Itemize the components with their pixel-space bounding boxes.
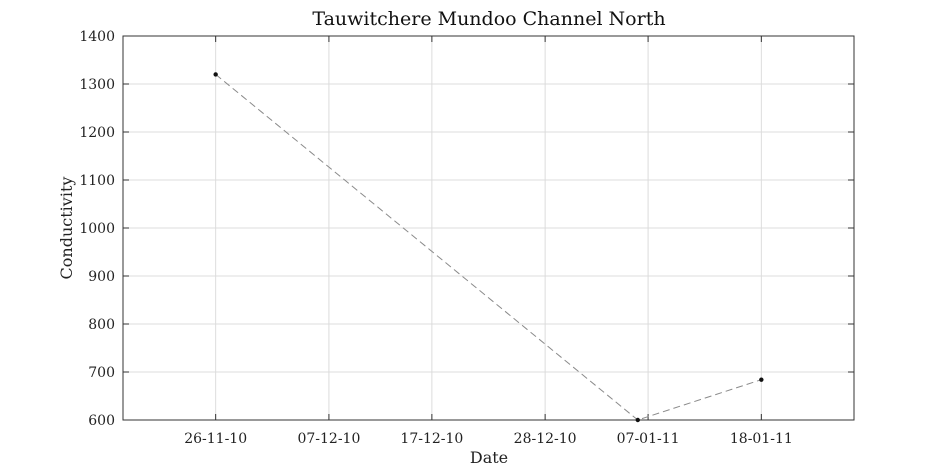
y-tick-label: 1100 [79, 173, 115, 189]
y-tick-label: 1000 [79, 221, 115, 237]
y-tick-label: 1300 [79, 77, 115, 93]
y-tick-label: 800 [88, 317, 115, 333]
x-tick-label: 07-12-10 [297, 431, 360, 447]
x-tick-label: 07-01-11 [617, 431, 680, 447]
chart-title: Tauwitchere Mundoo Channel North [312, 8, 665, 30]
x-tick-label: 28-12-10 [514, 431, 577, 447]
y-tick-label: 1200 [79, 125, 115, 141]
x-tick-label: 17-12-10 [400, 431, 463, 447]
x-tick-label: 26-11-10 [184, 431, 247, 447]
axis-ticks: 600 700 800 900 1000 1100 1200 1300 1400 26-11-10… [79, 29, 854, 447]
y-tick-label: 600 [88, 413, 115, 429]
y-tick-label: 700 [88, 365, 115, 381]
data-series [213, 72, 764, 423]
x-axis-title: Date [470, 448, 508, 467]
data-point [635, 417, 640, 423]
data-point [213, 72, 218, 77]
y-tick-label: 1400 [79, 29, 115, 45]
y-axis-title: Conductivity [57, 177, 76, 280]
data-point [759, 377, 764, 382]
y-tick-label: 900 [88, 269, 115, 285]
grid [123, 35, 854, 421]
x-tick-label: 18-01-11 [730, 431, 793, 447]
